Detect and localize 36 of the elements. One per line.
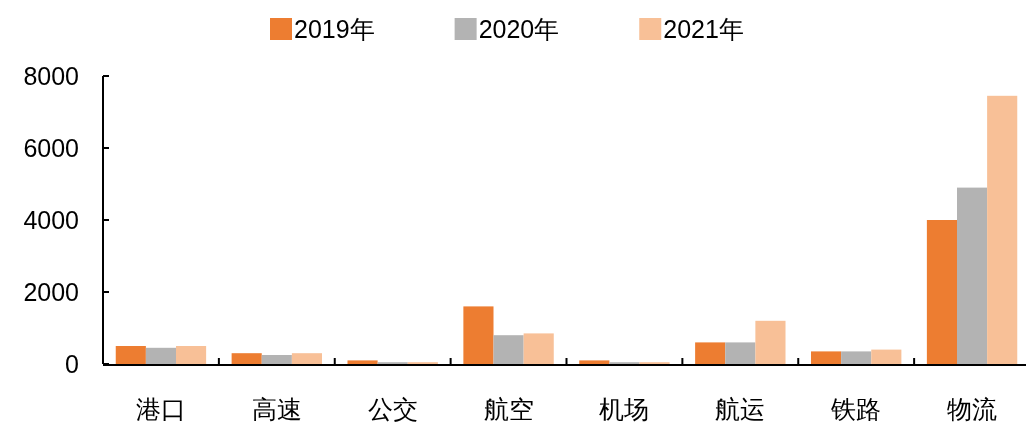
bar bbox=[871, 349, 902, 364]
y-tick-label: 8000 bbox=[23, 62, 79, 90]
bar bbox=[145, 347, 176, 364]
x-tick-label: 航运 bbox=[715, 395, 766, 423]
bar bbox=[811, 351, 842, 364]
bar bbox=[725, 342, 756, 364]
y-tick-label: 2000 bbox=[23, 278, 79, 306]
x-tick-label: 铁路 bbox=[830, 395, 882, 423]
bar bbox=[176, 346, 207, 364]
bar bbox=[261, 355, 292, 364]
bar bbox=[987, 95, 1018, 364]
x-tick-label: 高速 bbox=[251, 395, 302, 423]
x-tick-label: 航空 bbox=[483, 395, 534, 423]
bar bbox=[841, 351, 872, 364]
y-tick-label: 4000 bbox=[23, 206, 79, 234]
x-tick-label: 机场 bbox=[599, 395, 650, 423]
bar bbox=[347, 360, 378, 364]
bar bbox=[231, 353, 262, 364]
bar bbox=[115, 346, 146, 364]
y-tick-label: 0 bbox=[65, 350, 79, 378]
x-tick-label: 港口 bbox=[135, 395, 186, 423]
y-tick-label: 6000 bbox=[23, 134, 79, 162]
bar bbox=[926, 220, 957, 364]
bar bbox=[695, 342, 726, 364]
legend-label: 2019年 bbox=[294, 15, 375, 43]
legend-label: 2020年 bbox=[478, 15, 560, 43]
bar bbox=[493, 335, 524, 364]
bar bbox=[957, 187, 988, 364]
bar bbox=[463, 306, 494, 364]
bar bbox=[755, 320, 786, 364]
bar bbox=[579, 360, 610, 364]
legend-label: 2021年 bbox=[663, 15, 744, 43]
x-tick-label: 物流 bbox=[947, 395, 998, 423]
bar bbox=[523, 333, 554, 364]
x-tick-label: 公交 bbox=[367, 395, 418, 423]
bar bbox=[291, 353, 322, 364]
